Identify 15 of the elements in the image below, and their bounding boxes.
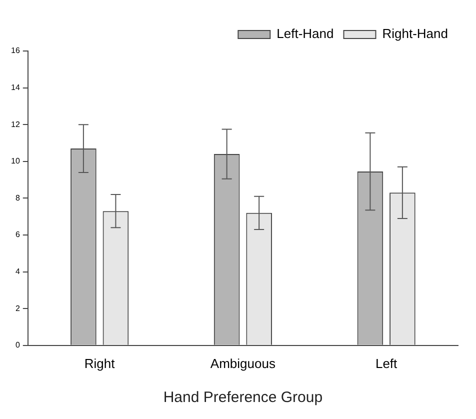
- x-axis-title: Hand Preference Group: [163, 389, 323, 406]
- y-tick-label: 14: [10, 83, 20, 92]
- y-tick-label: 12: [10, 120, 20, 129]
- y-tick-label: 4: [15, 267, 20, 276]
- legend-label: Left-Hand: [276, 26, 334, 42]
- legend-label: Right-Hand: [382, 26, 448, 42]
- y-tick-label: 0: [15, 340, 20, 350]
- y-tick-label: 2: [15, 304, 20, 313]
- y-tick-label: 8: [15, 193, 20, 202]
- y-tick-label: 16: [10, 46, 20, 56]
- y-tick-label: 10: [10, 156, 20, 166]
- x-tick-label: Right: [84, 356, 116, 371]
- x-tick-label: Ambiguous: [210, 356, 276, 371]
- y-tick-label: 6: [15, 230, 20, 240]
- x-tick-label: Left: [375, 356, 398, 371]
